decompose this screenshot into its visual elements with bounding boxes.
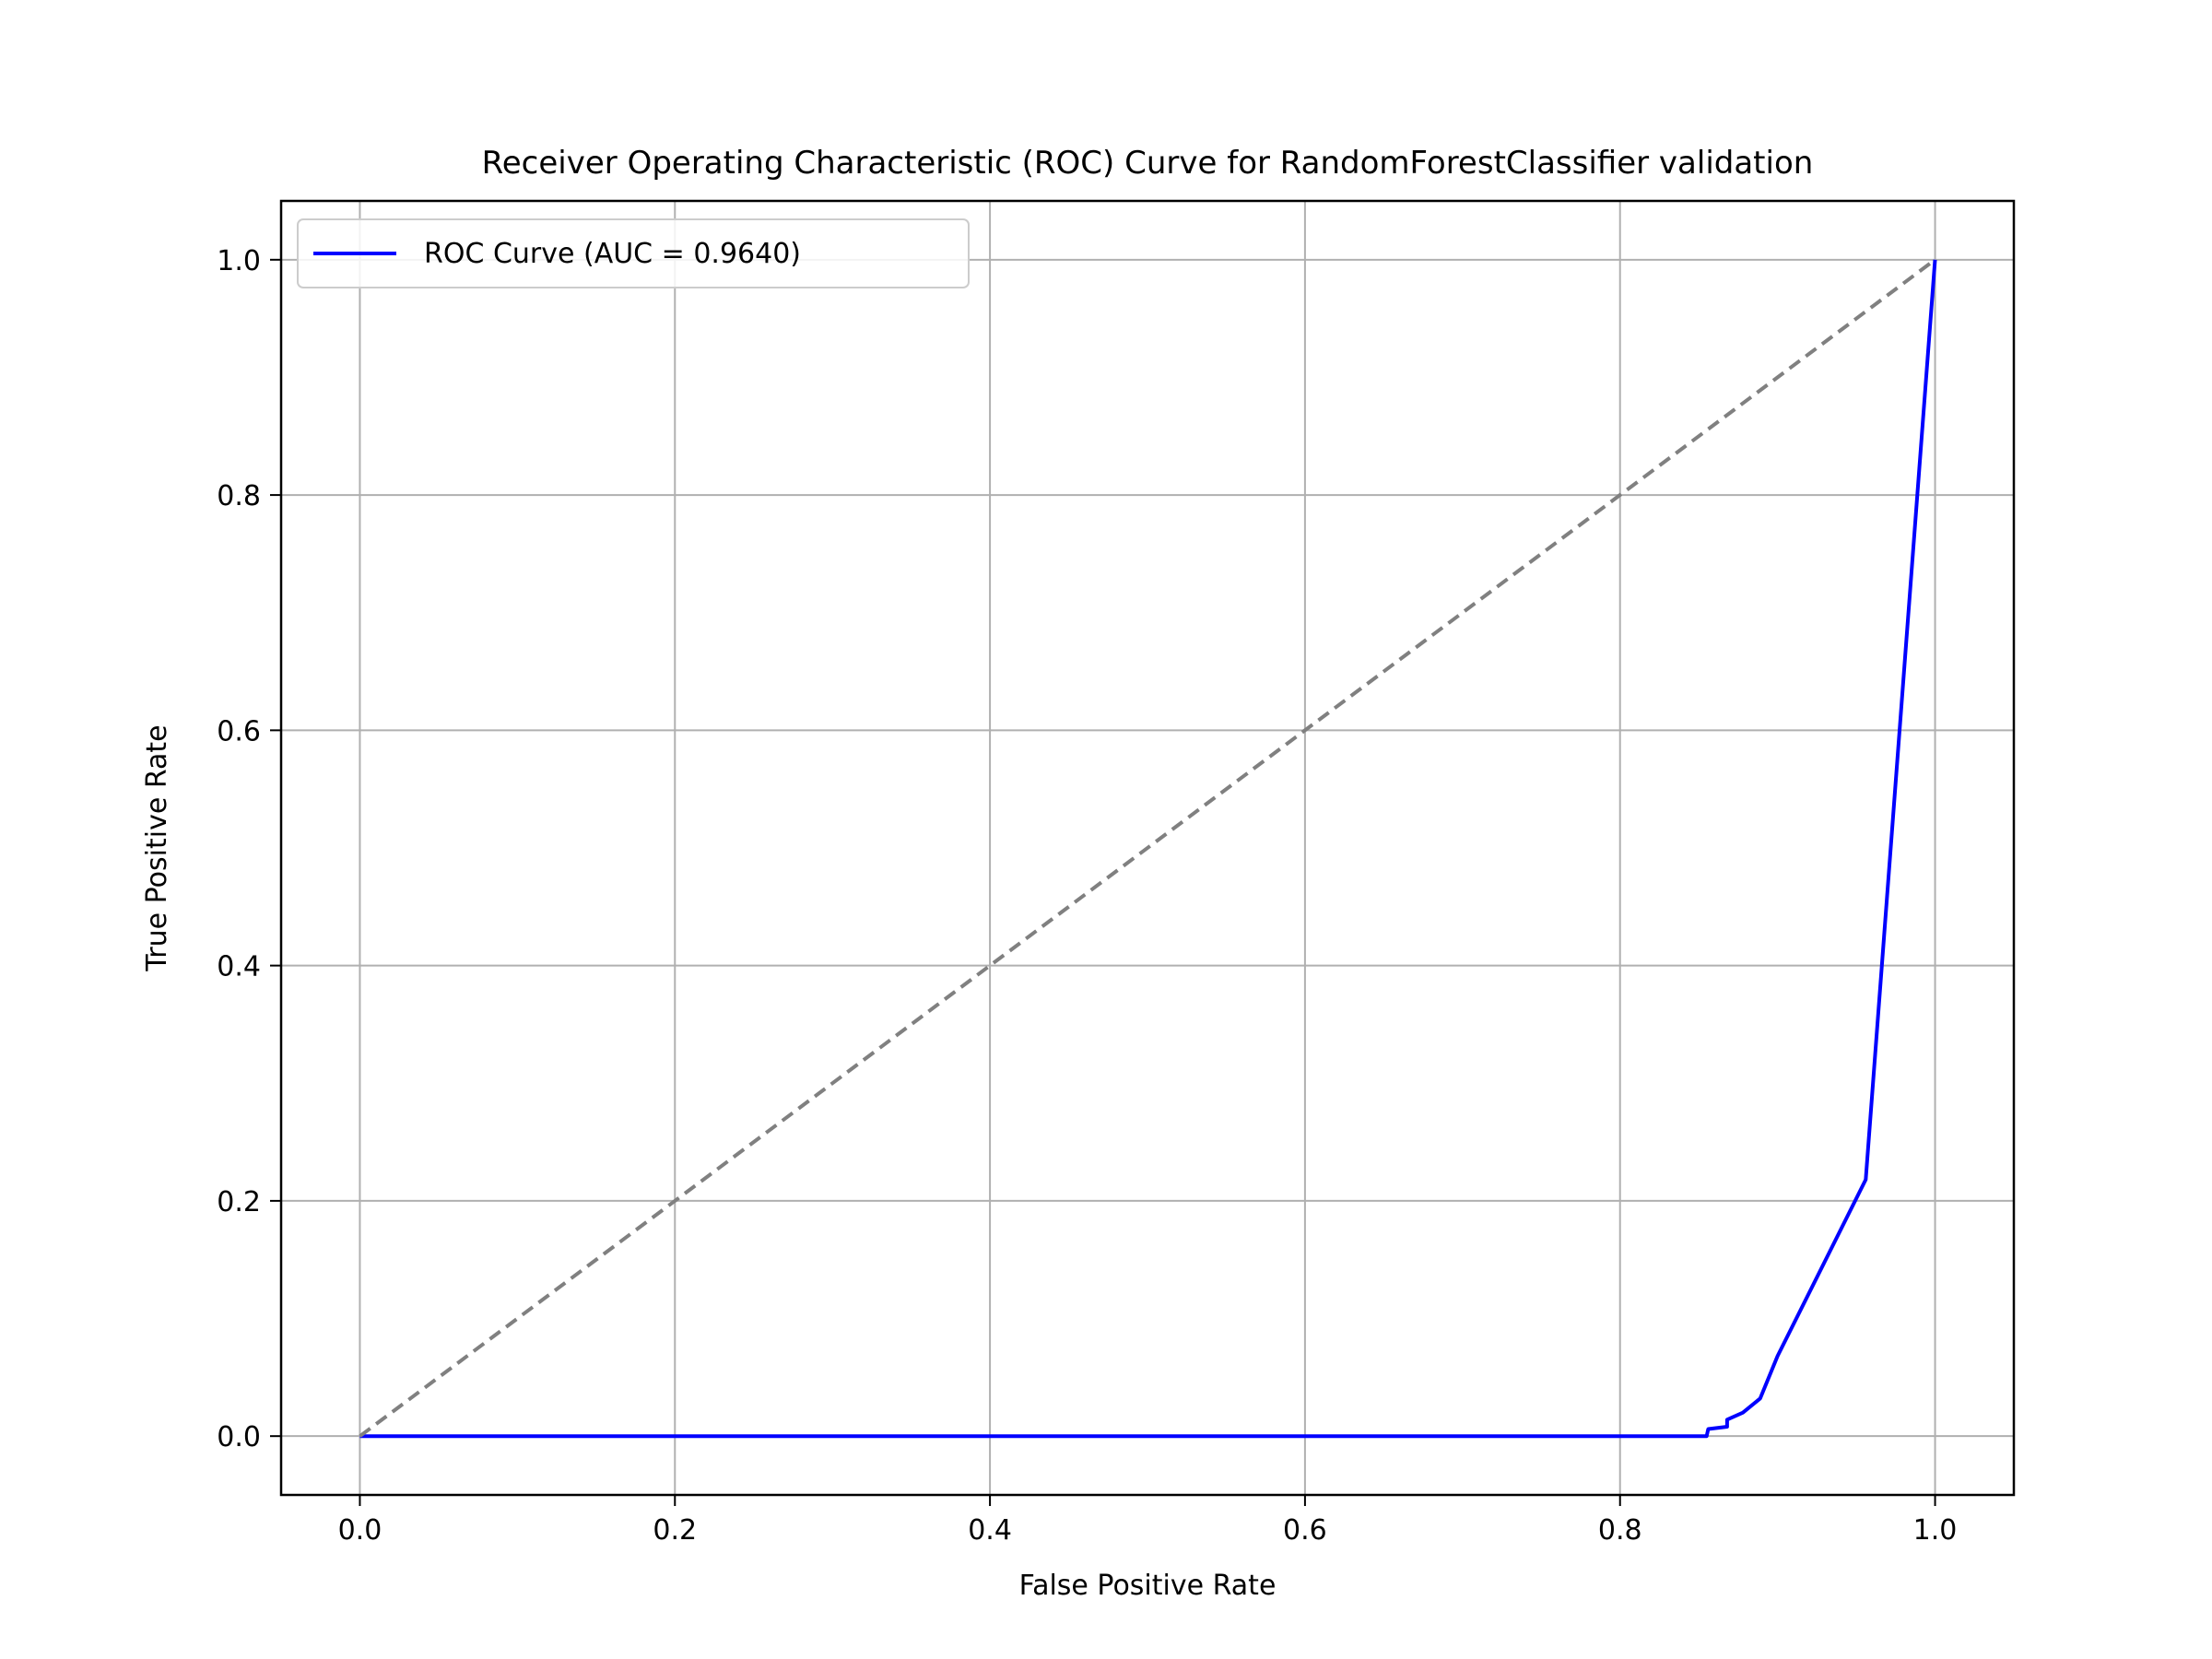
- y-tick-label-4: 0.8: [217, 480, 261, 512]
- series-layer: [359, 258, 1937, 1439]
- y-tick-label-3: 0.6: [217, 715, 261, 747]
- x-tick-label-3: 0.6: [1283, 1514, 1327, 1547]
- x-tick-label-5: 1.0: [1913, 1514, 1958, 1547]
- legend: ROC Curve (AUC = 0.9640): [297, 218, 970, 288]
- x-axis-label: False Positive Rate: [1019, 1570, 1277, 1602]
- x-tick-label-1: 0.2: [653, 1514, 697, 1547]
- y-tick-label-1: 0.2: [217, 1186, 261, 1218]
- chance-diagonal-line: [359, 258, 1936, 1438]
- x-tick-label-0: 0.0: [338, 1514, 382, 1547]
- legend-box: [297, 218, 970, 288]
- x-tick-label-2: 0.4: [968, 1514, 1012, 1547]
- x-tick-label-4: 0.8: [1598, 1514, 1642, 1547]
- legend-label: ROC Curve (AUC = 0.9640): [424, 238, 801, 270]
- roc-curve-line: [359, 259, 1937, 1439]
- y-tick-label-5: 1.0: [217, 245, 261, 277]
- plot-frame: [279, 199, 2016, 1497]
- y-axis-label: True Positive Rate: [141, 724, 173, 971]
- chart-title: Receiver Operating Characteristic (ROC) …: [482, 145, 1814, 182]
- grid: [281, 201, 2014, 1495]
- y-tick-label-0: 0.0: [217, 1421, 261, 1453]
- ticks: 0.0 0.2 0.4 0.6 0.8 1.0 0.0 0.2 0.4 0.6 0.8 1.0: [217, 245, 1957, 1547]
- y-tick-label-2: 0.4: [217, 951, 261, 983]
